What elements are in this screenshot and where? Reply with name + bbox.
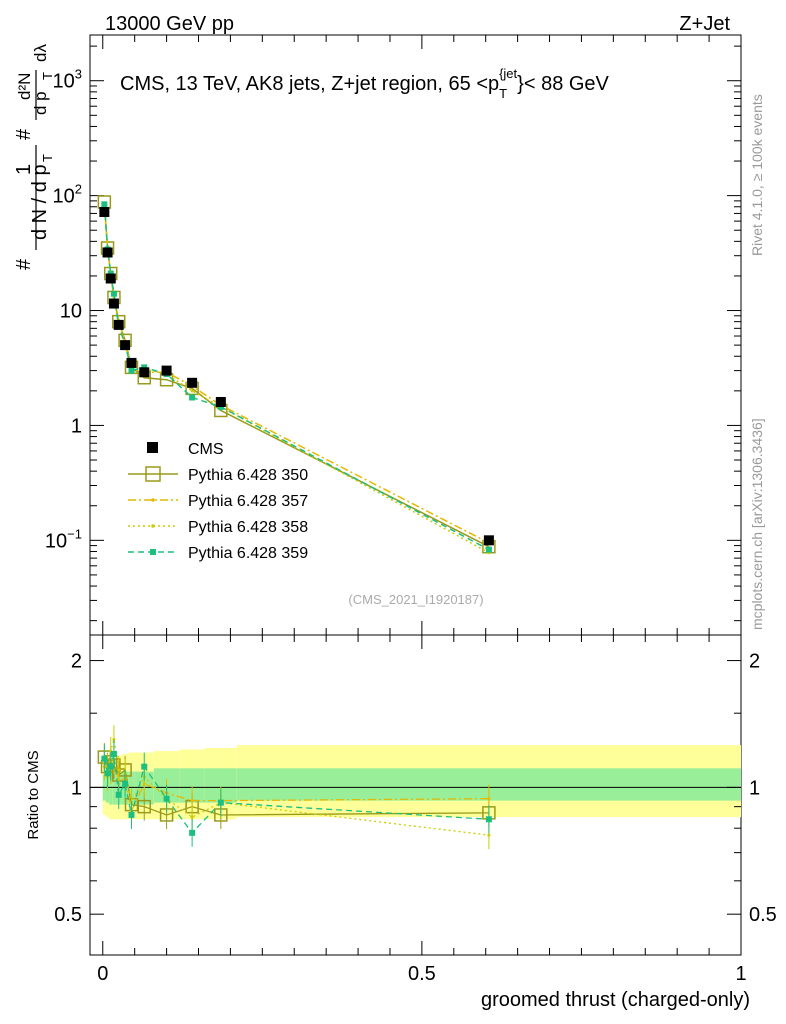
ratio-y-tick-label: 1 [71, 777, 82, 799]
legend-marker-dot [151, 524, 155, 528]
svg-text:#: # [13, 258, 35, 270]
x-tick-label: 1 [735, 963, 746, 985]
ratio-point-filled-square [485, 816, 492, 823]
rivet-version-label: Rivet 4.1.0, ≥ 100k events [749, 94, 765, 256]
ratio-point-dot [190, 799, 194, 803]
header-process: Z+Jet [679, 13, 730, 35]
ratio-point-dot [117, 768, 121, 772]
legend-label: Pythia 6.428 357 [188, 493, 308, 510]
y-tick-label: 102 [53, 182, 82, 208]
ratio-point-dot [190, 815, 194, 819]
ratio-axis-ticks: 0 0.5 1 0.5 0.5 1 1 2 2 [54, 635, 777, 985]
main-axis-ticks: 10−1 1 10 102 103 [45, 35, 742, 635]
ratio-y-axis-label: Ratio to CMS [25, 750, 42, 839]
cms-data-point [120, 340, 131, 351]
mc-line-4 [103, 204, 490, 551]
ratio-y-tick-label-right: 1 [749, 777, 760, 799]
ratio-point-filled-square [101, 755, 108, 762]
ratio-point-filled-square [115, 791, 122, 798]
mc-point-filled-square [101, 201, 108, 208]
svg-text:T: T [40, 72, 55, 80]
main-y-axis-label: # d N / d p T 1 # d p T d²N dλ [13, 44, 55, 270]
x-tick-label: 0 [97, 963, 108, 985]
cms-data-point [161, 365, 172, 376]
analysis-watermark: (CMS_2021_I1920187) [348, 592, 483, 607]
cms-data-point [187, 377, 198, 388]
stat-uncertainty-band [128, 771, 135, 805]
cms-data-point [99, 207, 110, 218]
ratio-point-filled-square [128, 811, 135, 818]
x-tick-label: 0.5 [408, 963, 436, 985]
legend-marker-cms [147, 442, 158, 453]
svg-text:d²N: d²N [15, 73, 34, 100]
cms-data-point [483, 535, 494, 546]
ratio-point-filled-square [163, 795, 170, 802]
svg-text:#: # [13, 128, 35, 140]
legend-label: Pythia 6.428 350 [188, 467, 308, 484]
legend-marker-open-square [145, 466, 161, 482]
y-tick-label: 1 [71, 415, 82, 437]
ratio-point-filled-square [217, 799, 224, 806]
ratio-point-filled-square [189, 829, 196, 836]
svg-text:T: T [40, 154, 55, 162]
ratio-point-dot [487, 833, 491, 837]
mc-point-dot [190, 389, 194, 393]
ratio-y-tick-label-right: 2 [749, 651, 760, 673]
ratio-point-filled-square [122, 780, 129, 787]
legend-label: Pythia 6.428 358 [188, 519, 308, 536]
svg-text:1: 1 [13, 164, 35, 175]
ratio-y-tick-label: 2 [71, 651, 82, 673]
ratio-series-group [97, 725, 496, 850]
mc-point-filled-square [485, 546, 492, 553]
mc-point-filled-square [128, 367, 135, 374]
ratio-point-filled-square [110, 751, 117, 758]
svg-text:d N / d p: d N / d p [29, 164, 51, 240]
cms-data-point [215, 396, 226, 407]
stat-uncertainty-band [109, 771, 113, 805]
header-energy: 13000 GeV pp [105, 13, 234, 35]
legend: CMS Pythia 6.428 350 Pythia 6.428 357 Pythi… [128, 441, 308, 562]
ratio-point-filled-square [104, 770, 111, 777]
legend-label: Pythia 6.428 359 [188, 545, 308, 562]
cms-data-point [108, 298, 119, 309]
svg-text:dλ: dλ [31, 44, 50, 62]
mc-point-filled-square [189, 394, 196, 401]
ratio-point-open-square [137, 799, 151, 814]
cms-data-point [102, 247, 113, 258]
ratio-line-2 [103, 757, 489, 813]
main-series-group [97, 195, 496, 555]
mcplots-label: mcplots.cern.ch [arXiv:1306.3436] [749, 418, 765, 630]
ratio-y-tick-label: 0.5 [54, 904, 82, 926]
ratio-point-filled-square [141, 763, 148, 770]
ratio-y-tick-label-right: 0.5 [749, 904, 777, 926]
y-tick-label: 103 [53, 67, 82, 93]
y-tick-label: 10 [60, 301, 82, 323]
stat-uncertainty-band [112, 771, 116, 805]
ratio-point-dot [112, 737, 116, 741]
mc-point-filled-square [110, 290, 117, 297]
legend-label: CMS [188, 441, 224, 458]
cms-data-point [126, 357, 137, 368]
cms-data-point [105, 273, 116, 284]
cms-data-point [113, 319, 124, 330]
x-axis-label: groomed thrust (charged-only) [481, 989, 750, 1011]
ratio-point-filled-square [107, 763, 114, 770]
cms-data-point [139, 367, 150, 378]
ratio-point-dot [487, 797, 491, 801]
legend-marker-filled-square [150, 549, 156, 555]
ratio-line-3 [103, 739, 489, 836]
y-tick-label: 10−1 [45, 526, 82, 552]
plot-title: CMS, 13 TeV, AK8 jets, Z+jet region, 65 … [120, 66, 610, 101]
legend-marker-dot [151, 498, 155, 502]
